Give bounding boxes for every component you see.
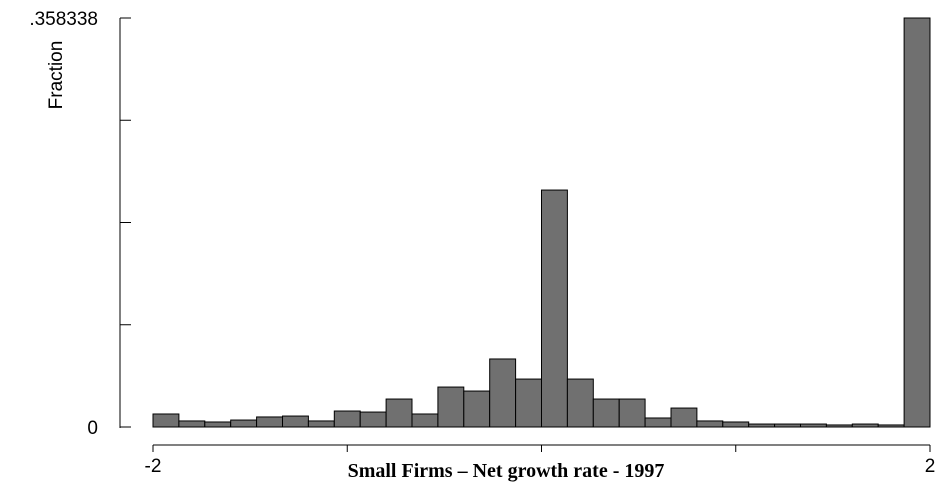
bar: [799, 423, 827, 428]
bar: [411, 413, 439, 428]
bar: [541, 189, 568, 428]
bar: [592, 398, 620, 428]
x-tick-label: 2: [925, 456, 936, 477]
bar: [152, 413, 180, 428]
bar: [670, 407, 698, 428]
y-tick-label: 0: [87, 418, 98, 439]
bar: [618, 398, 646, 428]
bar: [359, 411, 387, 428]
bar: [256, 416, 284, 428]
bar: [204, 421, 232, 428]
y-axis-title: Fraction: [46, 41, 67, 110]
bar: [307, 420, 335, 428]
bar: [230, 419, 258, 428]
bar: [178, 420, 206, 428]
bar: [774, 423, 801, 428]
bar: [696, 420, 724, 428]
bar: [282, 415, 309, 428]
bar: [566, 378, 594, 428]
y-tick-label: .358338: [29, 9, 98, 30]
bar: [515, 378, 542, 428]
bar: [644, 417, 672, 428]
bar: [825, 424, 853, 428]
bar: [748, 423, 776, 428]
bar: [851, 423, 879, 428]
bar: [722, 421, 750, 428]
bar: [877, 424, 905, 428]
bar: [489, 358, 517, 428]
bar: [437, 386, 465, 428]
bar: [903, 17, 931, 428]
bar: [333, 410, 361, 428]
bar: [463, 390, 491, 428]
bar: [385, 398, 413, 428]
x-axis-title: Small Firms – Net growth rate - 1997: [348, 460, 665, 482]
x-tick-label: -2: [145, 456, 162, 477]
